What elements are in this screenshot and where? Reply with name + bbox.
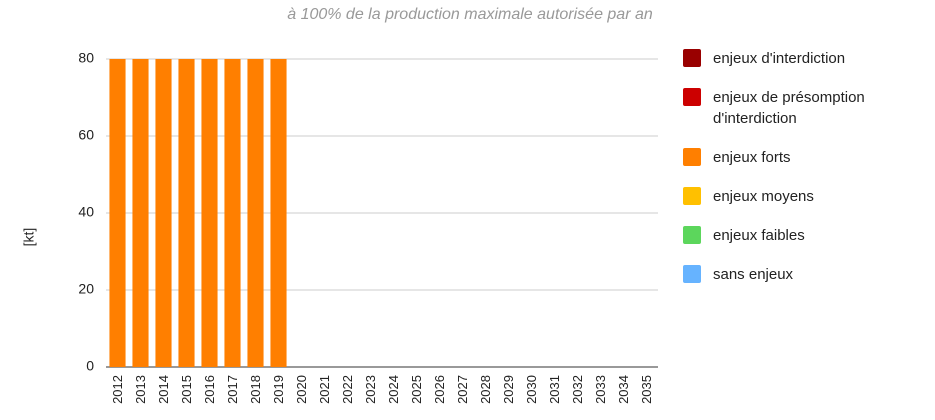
x-tick-label: 2012 (110, 375, 125, 404)
legend-swatch (683, 49, 701, 67)
legend-label: enjeux de présomption d'interdiction (713, 89, 865, 127)
y-axis-label: [kt] (21, 228, 37, 247)
x-tick-label: 2032 (570, 375, 585, 404)
x-tick-label: 2015 (179, 375, 194, 404)
legend-label: enjeux faibles (713, 227, 805, 244)
bar (178, 59, 195, 367)
x-tick-label: 2035 (639, 375, 654, 404)
bar (201, 59, 218, 367)
x-tick-label: 2026 (432, 375, 447, 404)
legend-item: enjeux moyens (683, 186, 888, 207)
legend-item: enjeux faibles (683, 225, 888, 246)
legend-label: enjeux d'interdiction (713, 50, 846, 67)
x-tick-label: 2029 (501, 375, 516, 404)
y-tick-label: 60 (78, 127, 94, 143)
x-tick-label: 2022 (340, 375, 355, 404)
legend-item: enjeux de présomption d'interdiction (683, 87, 888, 129)
legend-swatch (683, 148, 701, 166)
bar (270, 59, 287, 367)
bar (247, 59, 264, 367)
x-tick-label: 2027 (455, 375, 470, 404)
x-tick-label: 2024 (386, 375, 401, 404)
x-tick-label: 2031 (547, 375, 562, 404)
legend-item: enjeux forts (683, 147, 888, 168)
chart-title: à 100% de la production maximale autoris… (287, 6, 653, 23)
x-tick-label: 2028 (478, 375, 493, 404)
x-tick-label: 2013 (133, 375, 148, 404)
x-tick-label: 2021 (317, 375, 332, 404)
x-tick-label: 2020 (294, 375, 309, 404)
x-tick-label: 2025 (409, 375, 424, 404)
bar (224, 59, 241, 367)
legend: enjeux d'interdiction enjeux de présompti… (683, 48, 888, 285)
legend-swatch (683, 226, 701, 244)
legend-label: enjeux forts (713, 149, 791, 166)
y-tick-label: 80 (78, 50, 94, 66)
x-tick-label: 2014 (156, 375, 171, 404)
legend-label: sans enjeux (713, 266, 794, 283)
x-tick-label: 2018 (248, 375, 263, 404)
legend-swatch (683, 187, 701, 205)
bar (132, 59, 149, 367)
legend-swatch (683, 88, 701, 106)
x-tick-label: 2019 (271, 375, 286, 404)
bar (155, 59, 172, 367)
legend-label: enjeux moyens (713, 188, 814, 205)
x-tick-label: 2033 (593, 375, 608, 404)
x-tick-label: 2023 (363, 375, 378, 404)
bar (109, 59, 126, 367)
legend-item: sans enjeux (683, 264, 888, 285)
y-tick-label: 0 (86, 358, 94, 374)
legend-swatch (683, 265, 701, 283)
y-tick-label: 20 (78, 281, 94, 297)
x-tick-label: 2017 (225, 375, 240, 404)
legend-item: enjeux d'interdiction (683, 48, 888, 69)
x-tick-label: 2030 (524, 375, 539, 404)
x-tick-label: 2016 (202, 375, 217, 404)
x-tick-label: 2034 (616, 375, 631, 404)
y-tick-label: 40 (78, 204, 94, 220)
